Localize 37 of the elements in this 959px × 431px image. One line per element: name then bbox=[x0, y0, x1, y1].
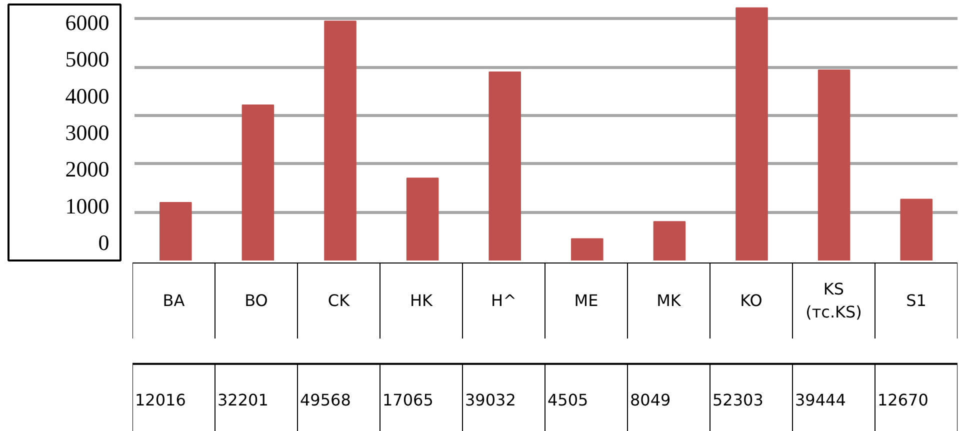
data-label: 49568 bbox=[300, 390, 351, 410]
x-tick-label: KS (тс.KS) bbox=[806, 280, 862, 322]
text: 4000 bbox=[65, 83, 110, 108]
x-tick-label: KO bbox=[740, 291, 762, 310]
bar bbox=[571, 238, 604, 260]
x-tick-label: H^ bbox=[491, 291, 516, 310]
data-label: 39032 bbox=[464, 390, 516, 410]
text: 5000 bbox=[65, 46, 110, 72]
data-label: 4505 bbox=[547, 390, 588, 410]
text: 2000 bbox=[65, 156, 110, 182]
text: 1000 bbox=[65, 193, 110, 218]
x-tick-label: BO bbox=[244, 291, 268, 310]
text: 3000 bbox=[65, 120, 110, 145]
bar bbox=[900, 198, 932, 260]
bar bbox=[324, 20, 356, 260]
bar bbox=[488, 71, 521, 260]
x-tick-label: HK bbox=[410, 291, 434, 310]
text: 0 bbox=[98, 230, 110, 256]
bar bbox=[818, 69, 850, 260]
bar bbox=[242, 104, 274, 260]
data-label: 39444 bbox=[794, 390, 846, 410]
bar bbox=[406, 178, 439, 260]
data-label: 12016 bbox=[134, 390, 186, 410]
data-label: 32201 bbox=[217, 390, 268, 410]
x-tick-label: BA bbox=[162, 291, 185, 310]
x-tick-label: MK bbox=[656, 291, 682, 310]
x-tick-label: ME bbox=[574, 291, 598, 310]
x-tick-label: CK bbox=[328, 291, 350, 310]
bar bbox=[653, 221, 686, 260]
data-label: 8049 bbox=[630, 390, 671, 410]
text: 6000 bbox=[65, 10, 110, 35]
bar bbox=[160, 202, 192, 260]
data-label: 17065 bbox=[382, 390, 434, 410]
bar bbox=[736, 7, 768, 260]
x-tick-label: S1 bbox=[906, 291, 926, 310]
data-label: 52303 bbox=[712, 390, 764, 410]
data-label: 12670 bbox=[877, 390, 928, 410]
